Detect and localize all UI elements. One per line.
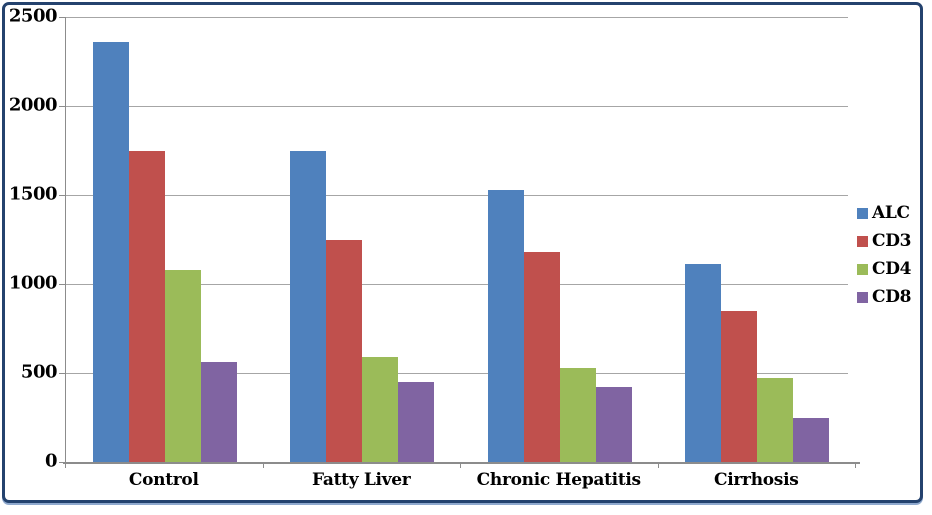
- legend-entry-cd4: CD4: [857, 259, 912, 279]
- bar-group-cirrhosis: [659, 17, 857, 462]
- bar-cd8-chronic-hepatitis: [595, 387, 632, 462]
- y-tick-mark-1000: [59, 284, 65, 285]
- y-axis-label-2000: 2000: [8, 94, 58, 116]
- x-axis-label-chronic-hepatitis: Chronic Hepatitis: [476, 470, 641, 490]
- bar-cd8-fatty-liver: [398, 381, 435, 462]
- x-axis-label-control: Control: [128, 470, 199, 490]
- legend-label-cd8: CD8: [872, 287, 912, 307]
- y-tick-mark-500: [59, 373, 65, 374]
- bar-cd8-cirrhosis: [793, 417, 830, 462]
- y-axis-label-500: 500: [20, 361, 58, 383]
- bar-cd4-chronic-hepatitis: [559, 367, 596, 462]
- bar-group-fatty-liver: [264, 17, 462, 462]
- legend-swatch-icon-cd4: [857, 263, 868, 275]
- y-tick-mark-1500: [59, 195, 65, 196]
- bar-alc-cirrhosis: [685, 264, 722, 462]
- bar-cd3-fatty-liver: [326, 239, 363, 462]
- y-axis-label-0: 0: [44, 450, 58, 472]
- legend-swatch-icon-cd8: [857, 291, 868, 303]
- x-tick-mark-3: [658, 463, 659, 468]
- x-tick-mark-4: [855, 463, 856, 468]
- y-axis-label-1000: 1000: [8, 272, 58, 294]
- gridline-1500: [66, 195, 848, 196]
- bar-alc-control: [92, 41, 129, 462]
- bar-cd3-cirrhosis: [721, 310, 758, 462]
- bar-groups: [66, 17, 856, 462]
- gridline-2000: [66, 106, 848, 107]
- bar-alc-fatty-liver: [290, 150, 327, 462]
- bar-alc-chronic-hepatitis: [487, 189, 524, 462]
- legend-label-alc: ALC: [872, 203, 910, 223]
- x-tick-mark-2: [460, 463, 461, 468]
- y-axis-line: [65, 17, 66, 463]
- legend: ALC CD3 CD4 CD8: [857, 203, 912, 307]
- y-axis-label-1500: 1500: [8, 183, 58, 205]
- gridline-1000: [66, 284, 848, 285]
- bar-group-control: [66, 17, 264, 462]
- bar-cd3-control: [128, 150, 165, 462]
- gridline-500: [66, 373, 848, 374]
- y-axis-label-2500: 2500: [8, 5, 58, 27]
- legend-swatch-icon-cd3: [857, 235, 868, 247]
- x-axis-label-fatty-liver: Fatty Liver: [312, 470, 411, 490]
- legend-label-cd3: CD3: [872, 231, 912, 251]
- gridline-2500: [66, 17, 848, 18]
- legend-entry-cd8: CD8: [857, 287, 912, 307]
- legend-swatch-icon-alc: [857, 207, 868, 219]
- legend-entry-cd3: CD3: [857, 231, 912, 251]
- y-tick-mark-0: [59, 462, 65, 463]
- legend-label-cd4: CD4: [872, 259, 912, 279]
- y-tick-mark-2500: [59, 17, 65, 18]
- bar-cd8-control: [200, 362, 237, 462]
- x-axis-line: [63, 462, 860, 464]
- legend-entry-alc: ALC: [857, 203, 911, 223]
- bar-cd4-fatty-liver: [362, 356, 399, 462]
- x-tick-mark-0: [65, 463, 66, 468]
- bar-group-chronic-hepatitis: [461, 17, 659, 462]
- bar-cd4-control: [164, 269, 201, 462]
- bar-cd4-cirrhosis: [757, 378, 794, 462]
- y-tick-mark-2000: [59, 106, 65, 107]
- x-axis-label-cirrhosis: Cirrhosis: [714, 470, 799, 490]
- bar-cd3-chronic-hepatitis: [523, 251, 560, 462]
- x-tick-mark-1: [263, 463, 264, 468]
